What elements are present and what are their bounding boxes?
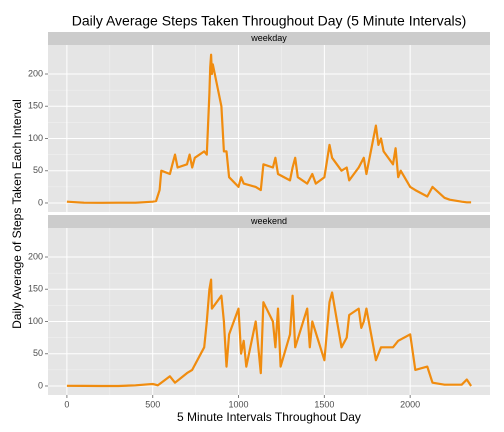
y-tick-label: 50 — [33, 165, 43, 175]
x-tick-label: 0 — [64, 399, 69, 409]
x-tick-label: 1000 — [229, 399, 249, 409]
y-tick-label: 200 — [28, 251, 43, 261]
chart-title: Daily Average Steps Taken Throughout Day… — [72, 13, 467, 29]
data-line — [66, 53, 472, 204]
x-axis-label: 5 Minute Intervals Throughout Day — [177, 410, 361, 424]
y-tick-label: 150 — [28, 101, 43, 111]
y-tick-label: 0 — [38, 197, 43, 207]
y-axis-label: Daily Average of Steps Taken Each Interv… — [10, 99, 24, 329]
y-tick-label: 100 — [28, 133, 43, 143]
y-tick-label: 100 — [28, 316, 43, 326]
panel — [48, 45, 490, 212]
y-tick-label: 0 — [38, 380, 43, 390]
data-line — [66, 278, 473, 388]
x-tick-label: 500 — [145, 399, 160, 409]
x-tick-label: 2000 — [400, 399, 420, 409]
facet-strip — [48, 215, 490, 228]
y-tick-label: 150 — [28, 284, 43, 294]
y-tick-label: 50 — [33, 348, 43, 358]
facet-label: weekday — [250, 33, 287, 43]
x-tick-label: 1500 — [314, 399, 334, 409]
facet-label: weekend — [250, 216, 287, 226]
facet-strip — [48, 32, 490, 45]
y-tick-label: 200 — [28, 68, 43, 78]
